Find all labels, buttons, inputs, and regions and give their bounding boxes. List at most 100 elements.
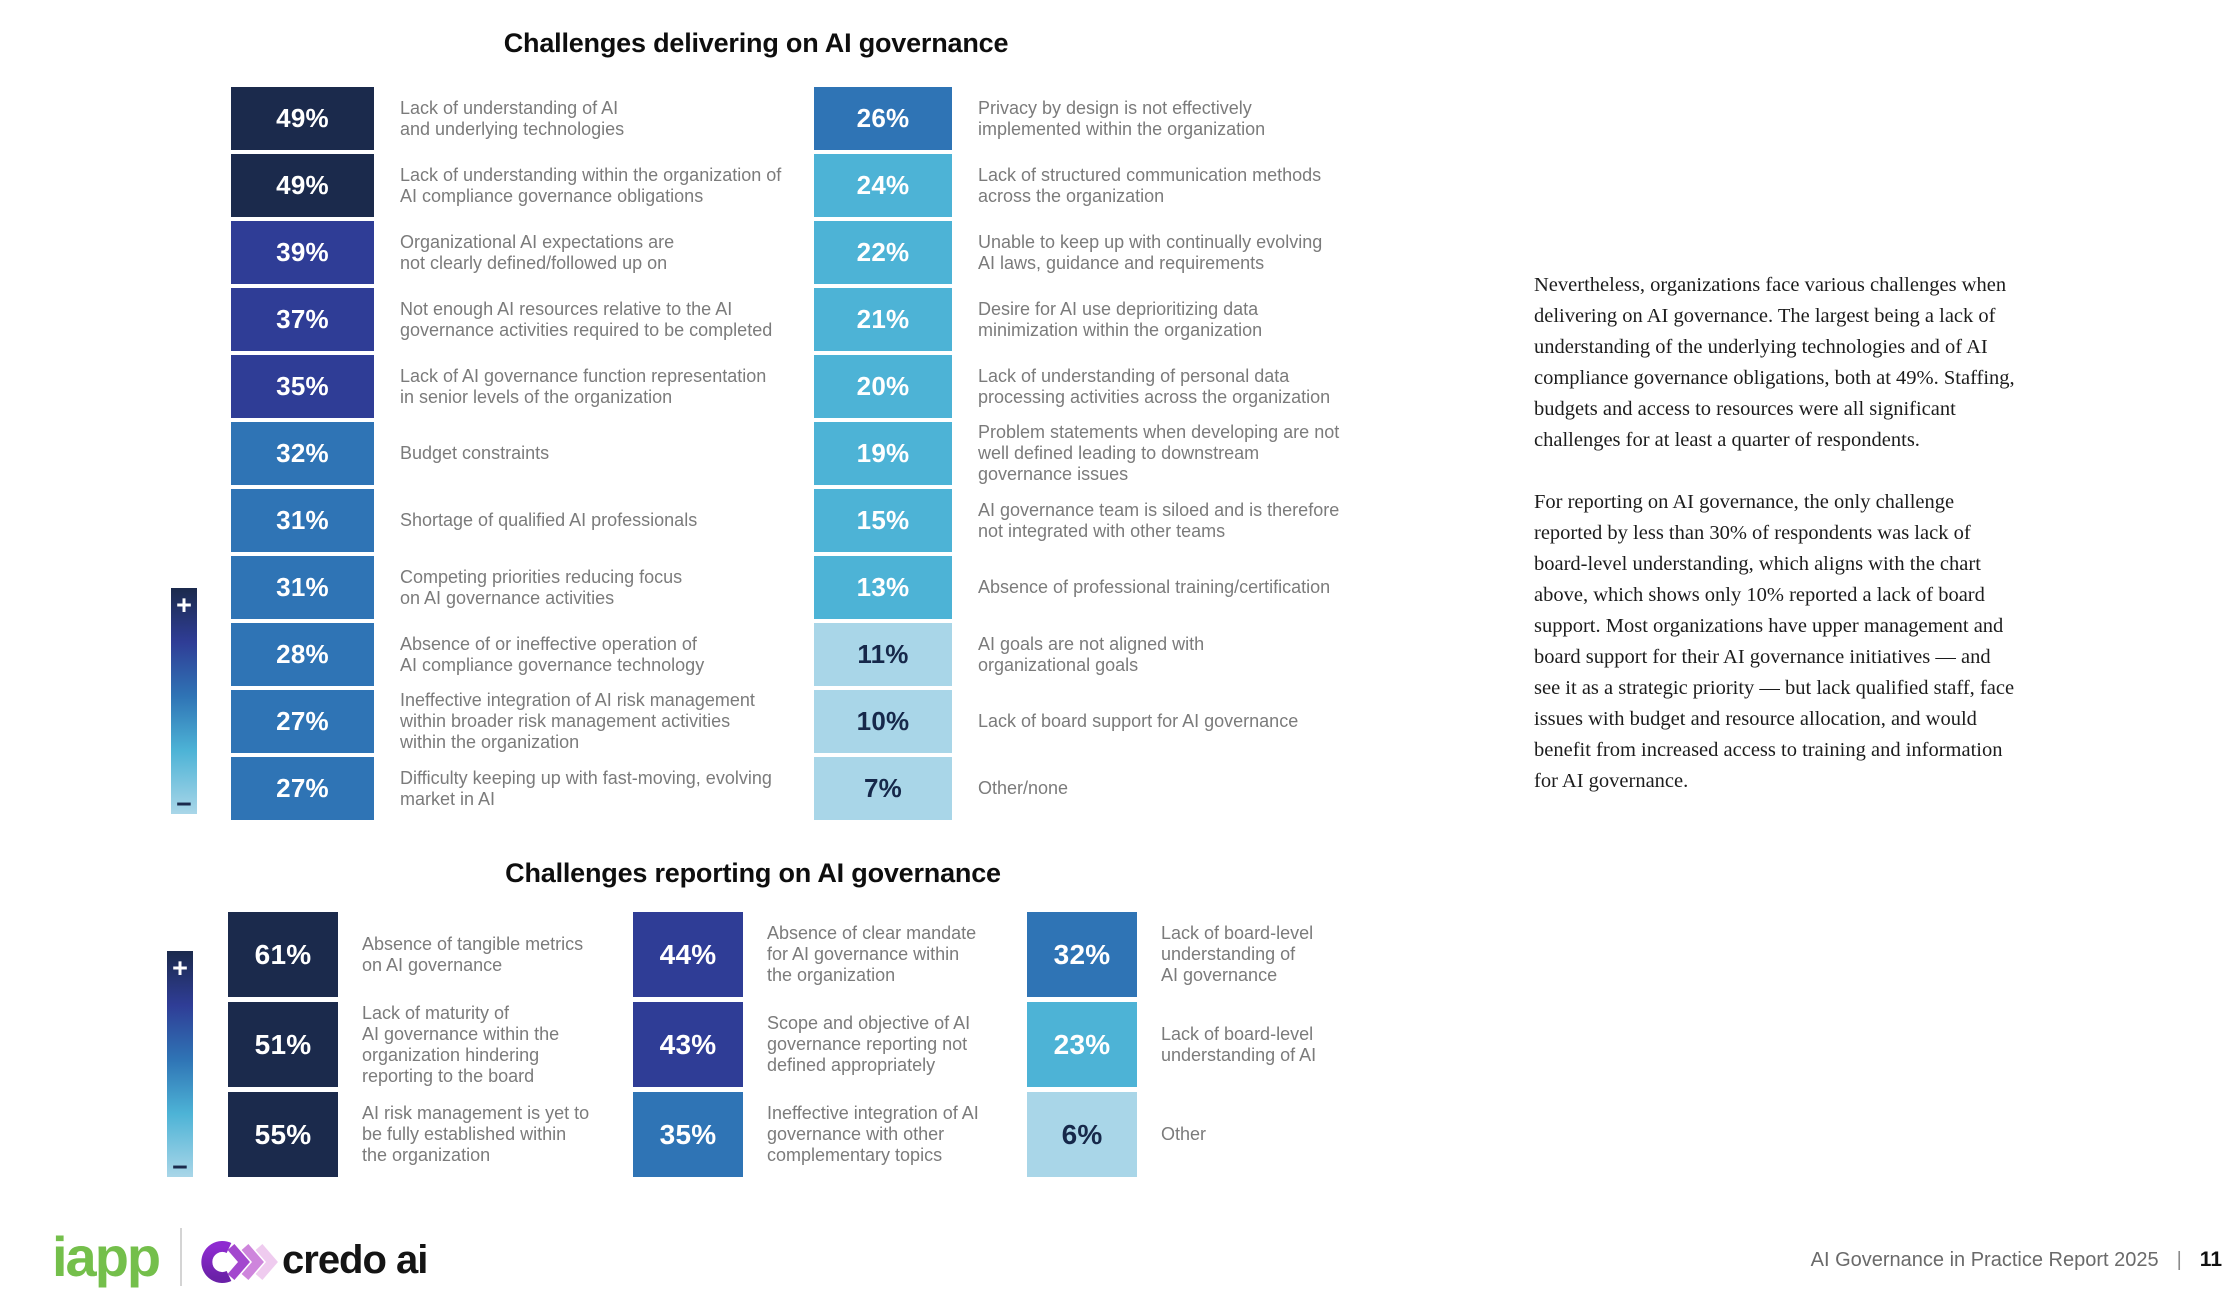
chart-row: 61% Absence of tangible metrics on AI go…: [228, 912, 638, 997]
row-label: Organizational AI expectations are not c…: [400, 231, 675, 273]
chart-row: 20% Lack of understanding of personal da…: [814, 355, 1359, 418]
minus-icon: −: [176, 789, 192, 819]
row-label: Lack of maturity of AI governance within…: [362, 1002, 560, 1086]
value-box: 20%: [814, 355, 952, 418]
row-label: Absence of or ineffective operation of A…: [400, 633, 705, 675]
chart-row: 28% Absence of or ineffective operation …: [231, 623, 806, 686]
value-box: 37%: [231, 288, 374, 351]
value-box: 49%: [231, 87, 374, 150]
minus-icon: −: [172, 1152, 188, 1182]
value-box: 11%: [814, 623, 952, 686]
value-box: 49%: [231, 154, 374, 217]
commentary-paragraph-1: Nevertheless, organizations face various…: [1534, 274, 2015, 451]
delivering-gradient-legend: + −: [171, 588, 197, 819]
chart-row: 27% Ineffective integration of AI risk m…: [231, 690, 806, 753]
value-box: 39%: [231, 221, 374, 284]
plus-icon: +: [172, 953, 188, 983]
value-box: 13%: [814, 556, 952, 619]
row-label: Other/none: [978, 778, 1069, 798]
chart-row: 51% Lack of maturity of AI governance wi…: [228, 1002, 638, 1087]
chart-row: 37% Not enough AI resources relative to …: [231, 288, 806, 351]
chart-row: 43% Scope and objective of AI governance…: [633, 1002, 1033, 1087]
footer-separator: |: [2176, 1248, 2182, 1271]
value-box: 31%: [231, 556, 374, 619]
reporting-chart-title: Challenges reporting on AI governance: [505, 858, 1001, 888]
chart-row: 32% Lack of board-level understanding of…: [1027, 912, 1417, 997]
row-label: AI governance team is siloed and is ther…: [978, 499, 1340, 541]
row-label: Absence of tangible metrics on AI govern…: [362, 933, 584, 975]
chart-row: 23% Lack of board-level understanding of…: [1027, 1002, 1417, 1087]
iapp-logo: iapp: [52, 1225, 161, 1288]
reporting-gradient-legend: + −: [167, 951, 193, 1182]
credoai-logo-icon: [201, 1241, 278, 1283]
commentary-paragraph-2: For reporting on AI governance, the only…: [1534, 491, 2015, 792]
value-box: 15%: [814, 489, 952, 552]
chart-row: 15% AI governance team is siloed and is …: [814, 489, 1359, 552]
chart-row: 13% Absence of professional training/cer…: [814, 556, 1359, 619]
value-box: 32%: [1027, 912, 1137, 997]
row-label: Ineffective integration of AI governance…: [767, 1103, 979, 1165]
row-label: Lack of understanding of personal data p…: [978, 365, 1331, 407]
row-label: Scope and objective of AI governance rep…: [767, 1013, 971, 1075]
delivering-chart-title: Challenges delivering on AI governance: [503, 28, 1009, 58]
delivering-right-column: 26% Privacy by design is not effectively…: [814, 87, 1359, 824]
row-label: Budget constraints: [400, 443, 550, 463]
value-box: 23%: [1027, 1002, 1137, 1087]
delivering-left-column: 49% Lack of understanding of AI and unde…: [231, 87, 806, 824]
value-box: 61%: [228, 912, 338, 997]
chart-row: 31% Shortage of qualified AI professiona…: [231, 489, 806, 552]
row-label: Difficulty keeping up with fast-moving, …: [400, 767, 772, 809]
chart-row: 32% Budget constraints: [231, 422, 806, 485]
chart-row: 19% Problem statements when developing a…: [814, 422, 1359, 485]
reporting-column-1: 61% Absence of tangible metrics on AI go…: [228, 912, 638, 1182]
value-box: 35%: [633, 1092, 743, 1177]
value-box: 19%: [814, 422, 952, 485]
chart-row: 49% Lack of understanding within the org…: [231, 154, 806, 217]
value-box: 28%: [231, 623, 374, 686]
commentary-text: Nevertheless, organizations face various…: [1534, 270, 2020, 828]
value-box: 21%: [814, 288, 952, 351]
row-label: Absence of clear mandate for AI governan…: [767, 923, 977, 985]
row-label: Other: [1161, 1124, 1207, 1144]
chart-row: 35% Lack of AI governance function repre…: [231, 355, 806, 418]
chart-row: 55% AI risk management is yet to be full…: [228, 1092, 638, 1177]
value-box: 10%: [814, 690, 952, 753]
chart-row: 6% Other: [1027, 1092, 1417, 1177]
footer-divider: [180, 1228, 182, 1286]
value-box: 55%: [228, 1092, 338, 1177]
row-label: Lack of board support for AI governance: [978, 711, 1299, 731]
plus-icon: +: [176, 590, 192, 620]
chart-row: 10% Lack of board support for AI governa…: [814, 690, 1359, 753]
chart-row: 31% Competing priorities reducing focus …: [231, 556, 806, 619]
chart-row: 39% Organizational AI expectations are n…: [231, 221, 806, 284]
reporting-column-3: 32% Lack of board-level understanding of…: [1027, 912, 1417, 1182]
row-label: Lack of AI governance function represent…: [400, 365, 767, 407]
row-label: Unable to keep up with continually evolv…: [978, 231, 1323, 273]
value-box: 35%: [231, 355, 374, 418]
credoai-logo-text: credo ai: [282, 1238, 428, 1282]
row-label: AI goals are not aligned with organizati…: [978, 633, 1205, 675]
page-number: 11: [2199, 1248, 2222, 1271]
report-name: AI Governance in Practice Report 2025: [1810, 1248, 2159, 1271]
row-label: Lack of understanding of AI and underlyi…: [400, 97, 625, 139]
chart-row: 7% Other/none: [814, 757, 1359, 820]
value-box: 31%: [231, 489, 374, 552]
row-label: Competing priorities reducing focus on A…: [400, 566, 683, 608]
row-label: Not enough AI resources relative to the …: [400, 298, 773, 340]
chart-row: 26% Privacy by design is not effectively…: [814, 87, 1359, 150]
row-label: Privacy by design is not effectively imp…: [978, 97, 1266, 139]
row-label: Absence of professional training/certifi…: [978, 577, 1331, 597]
row-label: Lack of board-level understanding of AI …: [1161, 923, 1314, 985]
value-box: 6%: [1027, 1092, 1137, 1177]
footer-page-info: AI Governance in Practice Report 2025 | …: [1811, 1248, 2222, 1272]
value-box: 51%: [228, 1002, 338, 1087]
value-box: 26%: [814, 87, 952, 150]
row-label: Lack of understanding within the organiz…: [400, 164, 782, 206]
value-box: 22%: [814, 221, 952, 284]
row-label: Lack of board-level understanding of AI: [1161, 1023, 1317, 1065]
reporting-column-2: 44% Absence of clear mandate for AI gove…: [633, 912, 1033, 1182]
row-label: Lack of structured communication methods…: [978, 164, 1322, 206]
chart-row: 44% Absence of clear mandate for AI gove…: [633, 912, 1033, 997]
value-box: 27%: [231, 690, 374, 753]
